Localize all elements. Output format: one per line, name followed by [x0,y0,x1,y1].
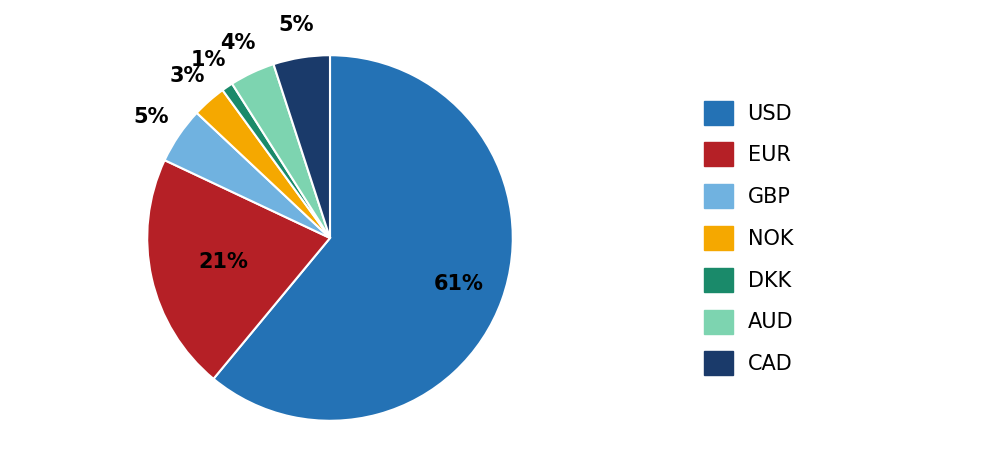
Wedge shape [147,160,330,379]
Text: 4%: 4% [220,33,256,53]
Text: 1%: 1% [191,50,226,69]
Wedge shape [274,55,330,238]
Wedge shape [213,55,513,421]
Text: 61%: 61% [434,275,484,295]
Text: 5%: 5% [279,15,314,35]
Text: 21%: 21% [198,252,248,272]
Text: 5%: 5% [134,107,169,127]
Wedge shape [165,113,330,238]
Wedge shape [197,90,330,238]
Wedge shape [223,84,330,238]
Legend: USD, EUR, GBP, NOK, DKK, AUD, CAD: USD, EUR, GBP, NOK, DKK, AUD, CAD [695,92,801,384]
Text: 3%: 3% [170,66,205,86]
Wedge shape [232,64,330,238]
